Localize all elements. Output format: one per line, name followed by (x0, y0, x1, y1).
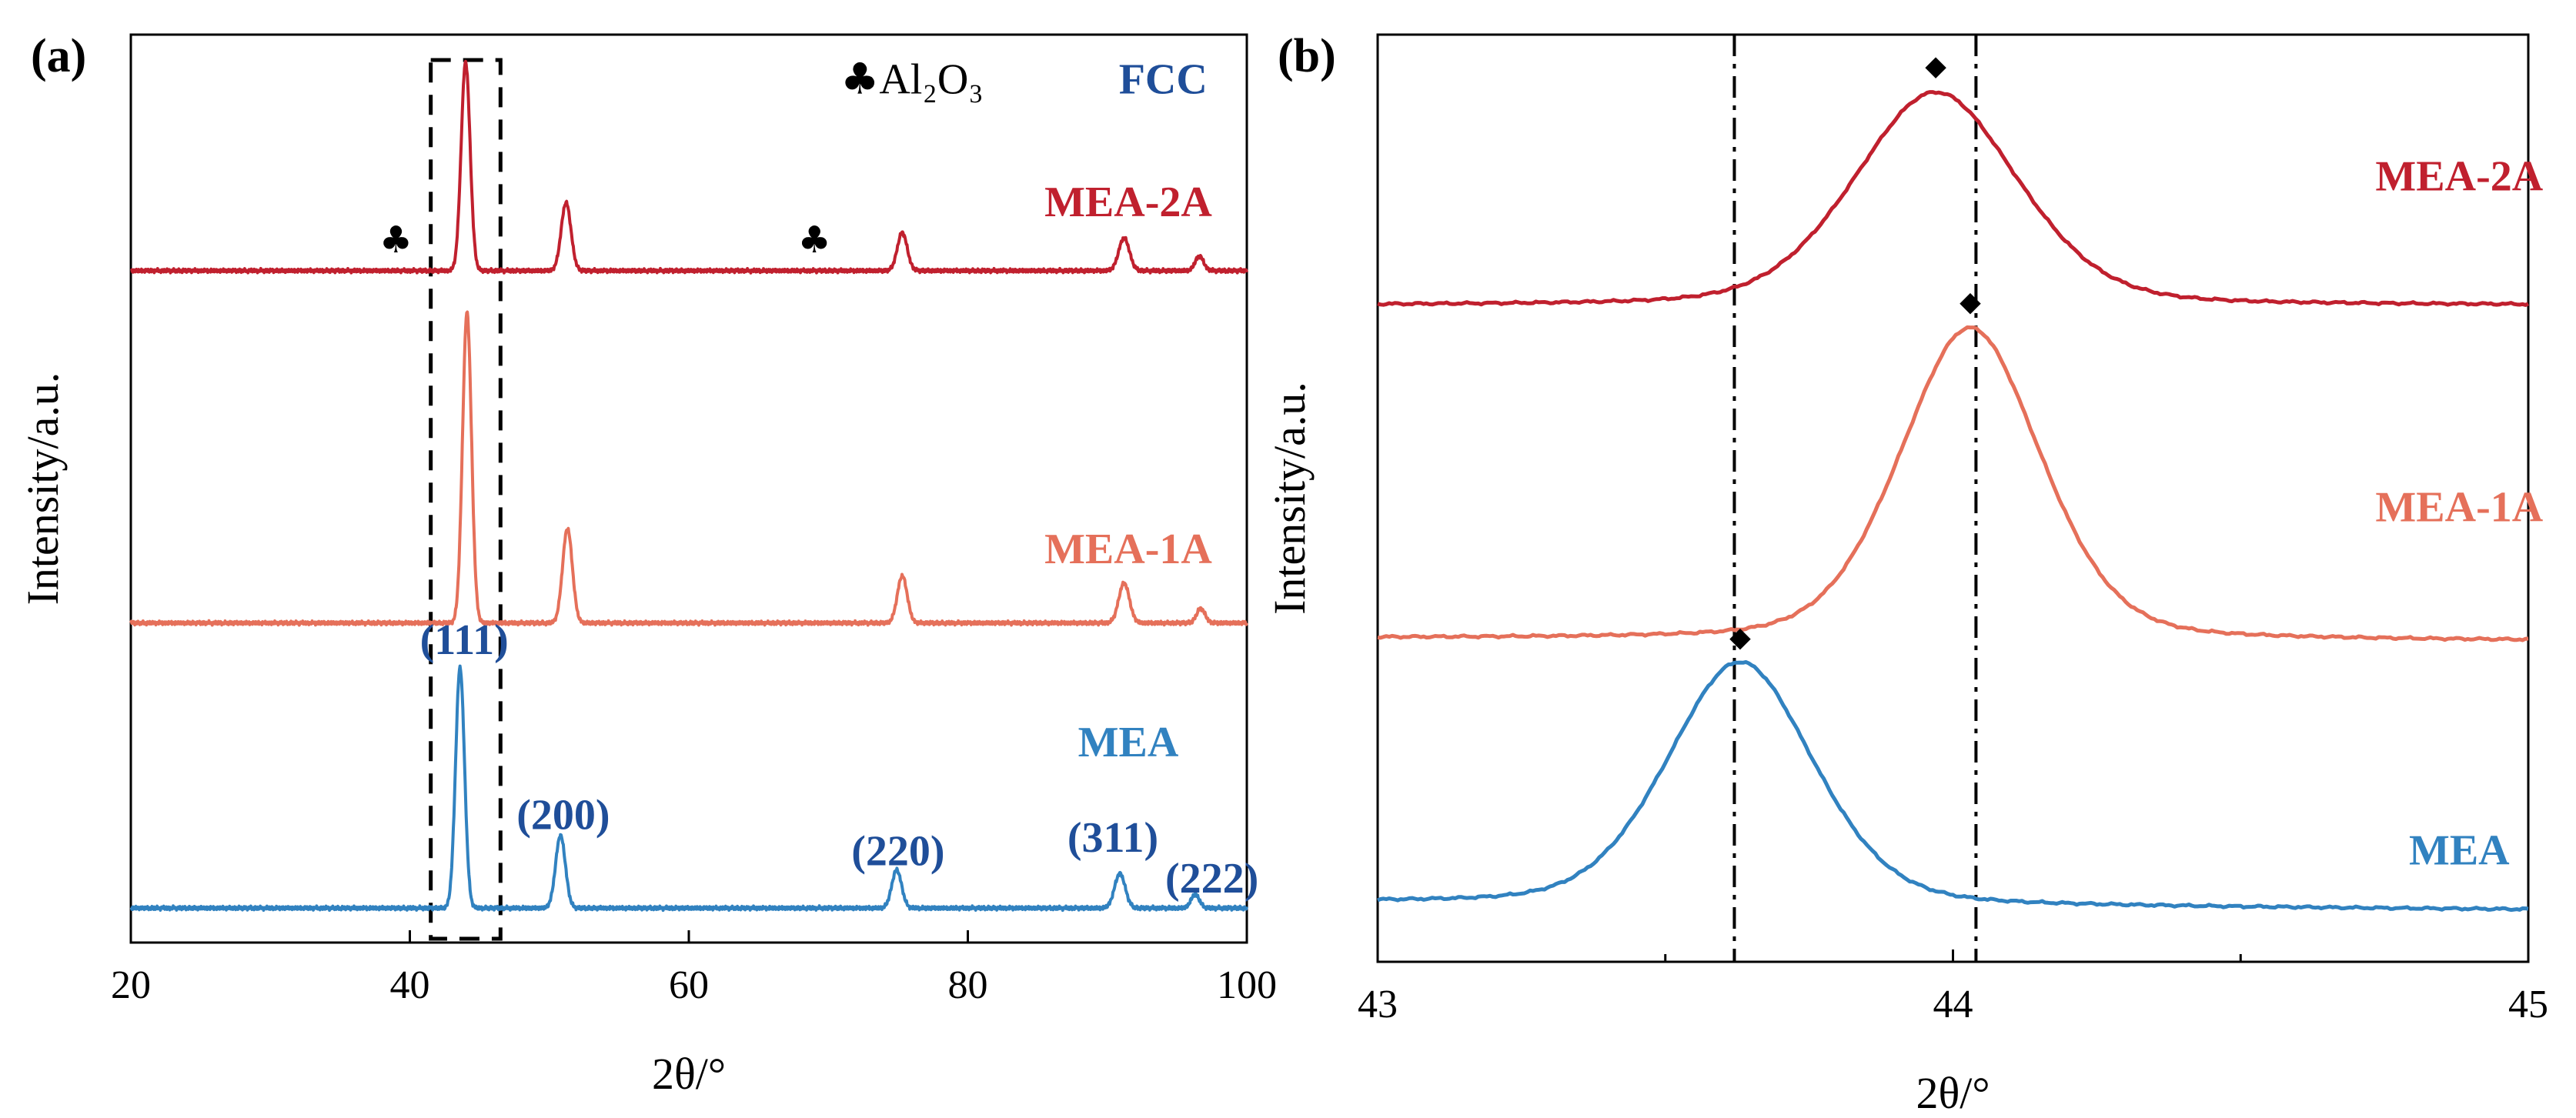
alumina-formula: Al₂O₃ (879, 56, 984, 104)
panel-a-plot-frame (129, 33, 1248, 944)
panel-a-peak-label-222: (222) (1165, 855, 1258, 903)
club-icon: ♣ (840, 55, 879, 105)
panel-b-series-mea (1377, 659, 2529, 913)
panel-a-xtick-label-20: 20 (111, 963, 151, 1007)
diamond-icon-mea-1a: ◆ (1960, 286, 1981, 318)
panel-a-label-mea-1a: MEA-1A (1044, 526, 1212, 573)
fcc-legend-label: FCC (1119, 56, 1208, 104)
panel-b-xtick-label-45: 45 (2508, 983, 2548, 1026)
panel-a-label-mea-2a: MEA-2A (1044, 179, 1212, 226)
panel-a-y-axis-title: Intensity/a.u. (18, 372, 68, 606)
diamond-icon-mea: ◆ (1729, 622, 1751, 653)
panel-a-alumina-marker-1: ♣ (379, 219, 413, 262)
panel-a-series-mea-1a (129, 310, 1248, 627)
panel-a-series-mea (129, 664, 1248, 913)
panel-a-xtick-label-100: 100 (1217, 963, 1277, 1007)
panel-a-peak-label-220: (220) (851, 828, 944, 876)
panel-b-label-mea-2a: MEA-2A (2375, 152, 2543, 200)
panel-b-xtick-label-43: 43 (1358, 983, 1398, 1026)
diamond-icon-mea-2a: ◆ (1925, 51, 1946, 82)
panel-a-x-axis-title: 2θ/° (652, 1049, 726, 1099)
panel-a-label-mea: MEA (1078, 719, 1179, 766)
panel-a-xtick-label-60: 60 (669, 963, 709, 1007)
panel-b-y-axis-title: Intensity/a.u. (1265, 382, 1315, 615)
panel-b-label-mea: MEA (2409, 826, 2510, 874)
panel-b-label-mea-1a: MEA-1A (2375, 484, 2543, 532)
panel-a-peak-label-200: (200) (516, 792, 610, 839)
panel-b-panel-label: (b) (1278, 30, 1336, 82)
panel-a-alumina-marker-2: ♣ (798, 219, 831, 262)
panel-b-xtick-label-44: 44 (1933, 983, 1973, 1026)
panel-b-x-axis-title: 2θ/° (1916, 1068, 1990, 1118)
panel-b-series-mea-1a (1377, 325, 2529, 642)
panel-a-xtick-label-40: 40 (390, 963, 430, 1007)
panel-a-peak-label-311: (311) (1067, 814, 1158, 862)
panel-a-peak-label-111: (111) (420, 616, 509, 664)
panel-a-panel-label: (a) (31, 30, 86, 82)
panel-b-series-mea-2a (1377, 90, 2529, 307)
panel-a-xtick-label-80: 80 (948, 963, 988, 1007)
panel-b-plot-frame (1376, 33, 2530, 963)
panel-a-series-mea-2a (129, 59, 1248, 275)
panel-a-xrd-pattern: 20 40 60 80 100 2θ/° Intensity/a.u. (a) MEA-2A ME… (18, 30, 1277, 1099)
panel-b-zoomed-111-peak: 43 44 45 2θ/° Intensity/a.u. (b) ◆ ◆ ◆ MEA-2A MEA-… (1265, 30, 2548, 1118)
alumina-legend-label: ♣Al₂O₃ (840, 55, 984, 105)
